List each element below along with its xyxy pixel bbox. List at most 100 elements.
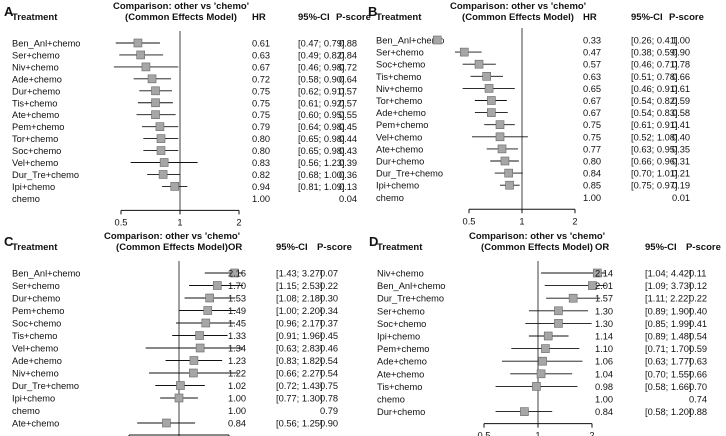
effect-value: 0.63 bbox=[252, 50, 270, 60]
treatment-label: Dur+chemo bbox=[377, 407, 425, 417]
effect-value: 0.84 bbox=[228, 419, 246, 429]
point-estimate bbox=[136, 50, 145, 60]
p-score-value: 0.90 bbox=[672, 48, 690, 58]
point-estimate bbox=[495, 120, 505, 129]
treatment-label: Ade+chemo bbox=[12, 356, 62, 366]
p-score-value: 0.40 bbox=[689, 306, 707, 316]
p-score-value: 0.13 bbox=[339, 182, 357, 192]
treatment-label: chemo bbox=[12, 406, 40, 416]
p-score-value: 0.36 bbox=[339, 170, 357, 180]
treatment-label: Tis+chemo bbox=[12, 331, 57, 341]
panel-letter: A bbox=[4, 4, 14, 19]
p-score-value: 0.75 bbox=[320, 381, 338, 391]
ci-header: 95%-CI bbox=[298, 12, 330, 23]
treatment-label: Pem+chemo bbox=[12, 122, 64, 132]
forest-row: Dur+chemo 0.84 [0.58; 1.20]0.88 bbox=[377, 407, 707, 417]
treatment-label: Ade+chemo bbox=[12, 74, 62, 84]
treatment-label: Dur+chemo bbox=[376, 157, 424, 167]
forest-row: Pem+chemo 0.79 [0.64; 0.98]0.45 bbox=[12, 122, 357, 132]
ci-value: [0.96; 2.17] bbox=[276, 319, 323, 329]
ci-value: [0.89; 1.48] bbox=[645, 332, 692, 342]
treatment-label: Ate+chemo bbox=[12, 110, 59, 120]
point-estimate bbox=[156, 134, 166, 143]
treatment-label: Dur+chemo bbox=[12, 294, 60, 304]
forest-row: Dur+chemo 0.75 [0.62; 0.91]0.57 bbox=[12, 86, 357, 96]
forest-row: Pem+chemo 1.10 [0.71; 1.70]0.59 bbox=[377, 344, 707, 354]
treatment-header: Treatment bbox=[376, 12, 422, 23]
treatment-label: Ser+chemo bbox=[12, 281, 60, 291]
treatment-label: Dur_Tre+chemo bbox=[12, 170, 79, 180]
point-estimate bbox=[212, 281, 222, 290]
forest-row: Dur_Tre+chemo 0.84 [0.70; 1.01]0.21 bbox=[376, 169, 690, 179]
treatment-label: Ipi+chemo bbox=[12, 394, 55, 404]
effect-value: 0.57 bbox=[583, 60, 601, 70]
p-score-value: 0.22 bbox=[689, 294, 707, 304]
treatment-header: Treatment bbox=[12, 242, 58, 253]
forest-row: Soc+chemo 0.80 [0.65; 0.98]0.43 bbox=[12, 146, 357, 156]
ci-header: 95%-CI bbox=[645, 242, 677, 253]
effect-value: 2.01 bbox=[595, 281, 613, 291]
treatment-label: Vel+chemo bbox=[376, 132, 422, 142]
forest-row: Dur_Tre+chemo 0.82 [0.68; 1.00]0.36 bbox=[12, 170, 357, 180]
ci-value: [0.47; 0.79] bbox=[298, 39, 345, 49]
effect-value: 1.23 bbox=[228, 356, 246, 366]
ci-value: [0.46; 0.91] bbox=[631, 84, 678, 94]
point-estimate bbox=[497, 144, 507, 154]
p-score-value: 0.43 bbox=[339, 146, 357, 156]
x-tick-label: 2 bbox=[572, 216, 577, 226]
treatment-label: Ade+chemo bbox=[377, 357, 427, 367]
treatment-label: chemo bbox=[12, 194, 40, 204]
forest-row: Ben_Anl+chemo 2.16 [1.43; 3.27]0.07 bbox=[12, 269, 338, 279]
p-score-value: 0.11 bbox=[689, 269, 706, 279]
p-score-value: 0.12 bbox=[689, 281, 707, 291]
ci-value: [1.08; 2.18] bbox=[276, 294, 323, 304]
p-score-value: 0.58 bbox=[672, 108, 690, 118]
forest-row: Tis+chemo 0.98 [0.58; 1.66]0.70 bbox=[377, 382, 707, 392]
effect-value: 0.83 bbox=[252, 158, 270, 168]
forest-row: Soc+chemo 1.45 [0.96; 2.17]0.37 bbox=[12, 319, 338, 329]
forest-row: chemo 1.00 0.79 bbox=[12, 406, 338, 416]
ci-value: [0.61; 0.92] bbox=[298, 98, 345, 108]
point-estimate bbox=[532, 382, 541, 391]
forest-row: Pem+chemo 1.49 [1.00; 2.20]0.34 bbox=[12, 306, 338, 316]
treatment-label: Tis+chemo bbox=[376, 72, 421, 82]
effect-header: OR bbox=[228, 242, 242, 253]
ci-value: [0.58; 1.20] bbox=[645, 407, 692, 417]
ci-value: [0.63; 1.77] bbox=[645, 357, 692, 367]
forest-row: Dur+chemo 1.53 [1.08; 2.18]0.30 bbox=[12, 294, 338, 304]
point-estimate bbox=[504, 168, 513, 178]
effect-value: 1.49 bbox=[228, 306, 246, 316]
treatment-label: Niv+chemo bbox=[376, 84, 423, 94]
p-score-value: 0.88 bbox=[339, 39, 357, 49]
p-score-value: 0.54 bbox=[320, 369, 338, 379]
model-subtitle: (Common Effects Model) bbox=[462, 12, 574, 23]
p-score-header: P-score bbox=[686, 242, 721, 253]
treatment-label: Ate+chemo bbox=[377, 369, 424, 379]
p-score-value: 0.66 bbox=[672, 72, 690, 82]
p-score-value: 0.45 bbox=[339, 122, 357, 132]
ci-value: [0.63; 0.95] bbox=[631, 144, 678, 154]
ci-value: [0.83; 1.82] bbox=[276, 356, 323, 366]
p-score-value: 0.74 bbox=[689, 395, 707, 405]
x-tick-label: 0.5 bbox=[463, 216, 476, 226]
effect-value: 0.75 bbox=[252, 86, 270, 96]
forest-row: Niv+chemo 2.14 [1.04; 4.42]0.11 bbox=[377, 269, 706, 279]
point-estimate bbox=[543, 331, 553, 341]
comparison-title: Comparison: other vs 'chemo' bbox=[450, 1, 586, 12]
forest-row: Soc+chemo 0.57 [0.46; 0.71]0.78 bbox=[376, 60, 690, 70]
forest-row: Ben_Anl+chemo 0.33 [0.26; 0.41]1.00 bbox=[376, 36, 690, 46]
effect-value: 2.16 bbox=[228, 269, 246, 279]
ci-value: [0.58; 0.90] bbox=[298, 74, 345, 84]
ci-value: [1.09; 3.73] bbox=[645, 281, 692, 291]
ci-value: [0.49; 0.82] bbox=[298, 50, 345, 60]
treatment-label: Ser+chemo bbox=[377, 306, 425, 316]
forest-row: Dur_Tre+chemo 1.57 [1.11; 2.22]0.22 bbox=[377, 294, 707, 304]
forest-row: Ser+chemo 0.63 [0.49; 0.82]0.84 bbox=[12, 50, 357, 60]
ci-value: [0.51; 0.78] bbox=[631, 72, 678, 82]
effect-value: 0.80 bbox=[583, 157, 601, 167]
treatment-label: Soc+chemo bbox=[12, 319, 61, 329]
forest-row: Tor+chemo 0.80 [0.65; 0.98]0.44 bbox=[12, 134, 357, 144]
